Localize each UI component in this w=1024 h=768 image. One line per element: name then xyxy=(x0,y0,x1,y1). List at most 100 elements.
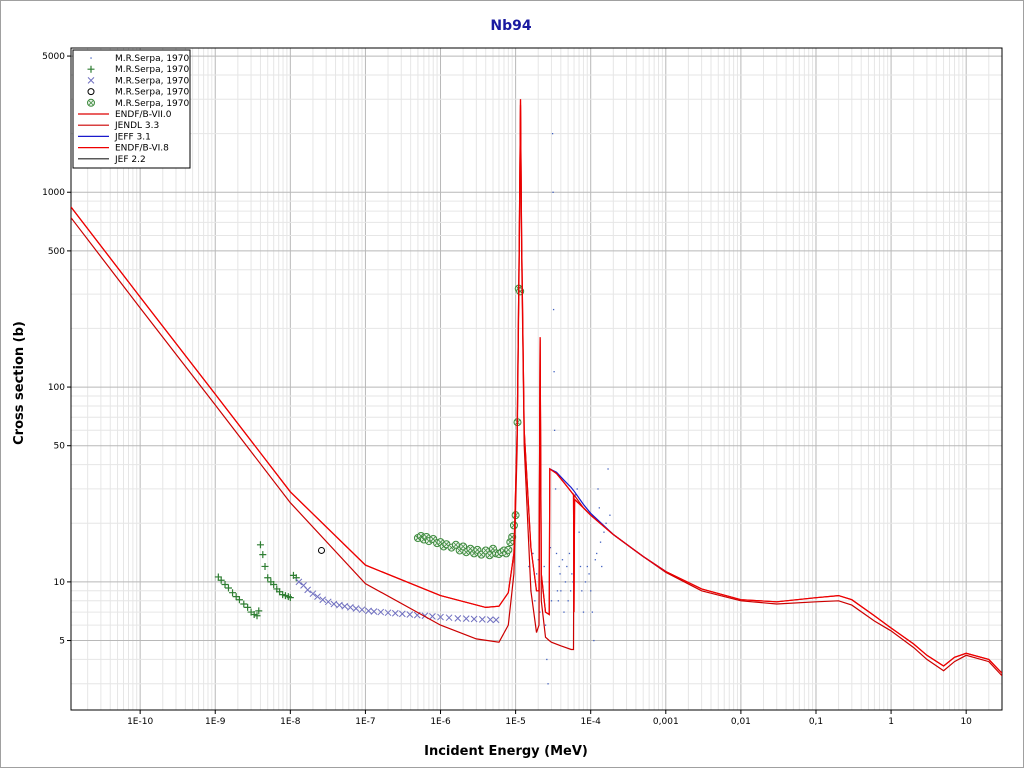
data-point xyxy=(576,488,578,490)
data-point xyxy=(341,602,349,610)
y-tick-label: 1000 xyxy=(42,188,65,198)
data-point xyxy=(486,616,494,624)
data-point xyxy=(560,590,562,592)
data-point xyxy=(556,590,559,592)
data-point xyxy=(445,614,453,622)
series-points-4 xyxy=(413,284,525,560)
plot-area xyxy=(70,47,1003,711)
y-tick-label: 50 xyxy=(54,442,66,452)
data-point xyxy=(550,600,553,602)
data-point xyxy=(590,590,592,592)
data-point xyxy=(259,551,267,559)
data-point xyxy=(377,608,385,616)
legend-entry: M.R.Serpa, 1970 xyxy=(87,76,189,86)
data-point xyxy=(586,565,588,568)
data-point xyxy=(217,576,225,584)
data-point xyxy=(391,609,399,617)
legend-marker xyxy=(87,98,95,107)
data-series xyxy=(71,99,1002,685)
series-line-6 xyxy=(71,105,1002,677)
data-point xyxy=(566,565,568,568)
data-point xyxy=(319,596,327,604)
data-point xyxy=(597,488,599,490)
data-point xyxy=(244,603,252,611)
data-point xyxy=(485,551,494,560)
legend-label: M.R.Serpa, 1970 xyxy=(115,65,189,75)
legend-label: M.R.Serpa, 1970 xyxy=(115,88,189,98)
data-point xyxy=(229,589,237,597)
data-point xyxy=(584,581,587,583)
data-point xyxy=(537,559,539,561)
data-point xyxy=(437,613,444,621)
data-point xyxy=(261,562,269,570)
legend-entry: M.R.Serpa, 1970 xyxy=(87,65,189,75)
legend-entry: M.R.Serpa, 1970 xyxy=(90,54,189,64)
data-point xyxy=(555,552,558,555)
legend-marker xyxy=(87,77,95,84)
data-point xyxy=(314,593,321,600)
grid-lines xyxy=(71,48,1003,710)
data-point xyxy=(581,590,583,592)
data-point xyxy=(253,612,261,620)
data-point xyxy=(528,565,530,568)
legend-label: ENDF/B-VII.0 xyxy=(115,110,172,120)
data-point xyxy=(575,494,577,496)
data-point xyxy=(559,573,561,575)
data-point xyxy=(347,604,354,611)
x-tick-label: 1 xyxy=(888,717,894,727)
data-point xyxy=(554,488,557,490)
data-point xyxy=(603,531,605,533)
data-point xyxy=(509,521,518,530)
data-point xyxy=(578,531,580,533)
data-point xyxy=(240,600,248,608)
data-point xyxy=(336,601,343,609)
data-point xyxy=(317,546,325,554)
x-tick-label: 0,001 xyxy=(653,717,679,727)
chart-title: Nb94 xyxy=(490,18,531,34)
data-point xyxy=(504,545,513,554)
x-tick-label: 0,1 xyxy=(809,717,823,727)
legend-marker xyxy=(87,65,95,73)
data-point xyxy=(599,541,602,543)
data-point xyxy=(572,581,574,583)
data-point xyxy=(256,541,264,549)
series-points-1 xyxy=(214,541,300,620)
data-point xyxy=(270,580,278,588)
legend-label: JEFF 3.1 xyxy=(114,132,151,142)
data-point xyxy=(492,616,500,624)
data-point xyxy=(570,590,572,592)
series-points-2 xyxy=(295,578,500,624)
series-points-3 xyxy=(317,546,325,554)
y-tick-label: 5 xyxy=(59,637,65,647)
x-tick-label: 10 xyxy=(960,717,972,727)
x-tick-label: 1E-4 xyxy=(581,717,602,727)
data-point xyxy=(544,624,547,626)
data-point xyxy=(579,565,582,568)
x-tick-label: 1E-7 xyxy=(355,717,375,727)
data-point xyxy=(224,584,232,592)
data-point xyxy=(539,611,541,613)
data-point xyxy=(429,613,436,620)
data-point xyxy=(558,565,560,568)
data-point xyxy=(221,580,229,588)
legend-marker xyxy=(90,57,92,59)
data-point xyxy=(532,552,534,555)
data-point xyxy=(370,608,378,615)
data-point xyxy=(470,615,478,623)
data-point xyxy=(563,611,565,613)
data-point xyxy=(477,550,486,559)
legend-label: M.R.Serpa, 1970 xyxy=(115,54,189,64)
legend-entry: ENDF/B-VII.0 xyxy=(78,110,172,120)
data-point xyxy=(609,514,611,516)
data-point xyxy=(358,606,366,614)
legend-entry: JEFF 3.1 xyxy=(78,132,151,142)
legend-entry: JEF 2.2 xyxy=(78,155,146,165)
data-point xyxy=(330,600,338,608)
data-point xyxy=(232,593,240,601)
legend-label: M.R.Serpa, 1970 xyxy=(115,76,189,86)
data-point xyxy=(535,573,538,575)
data-point xyxy=(605,522,607,524)
y-tick-label: 100 xyxy=(48,383,65,393)
data-point xyxy=(384,609,392,617)
